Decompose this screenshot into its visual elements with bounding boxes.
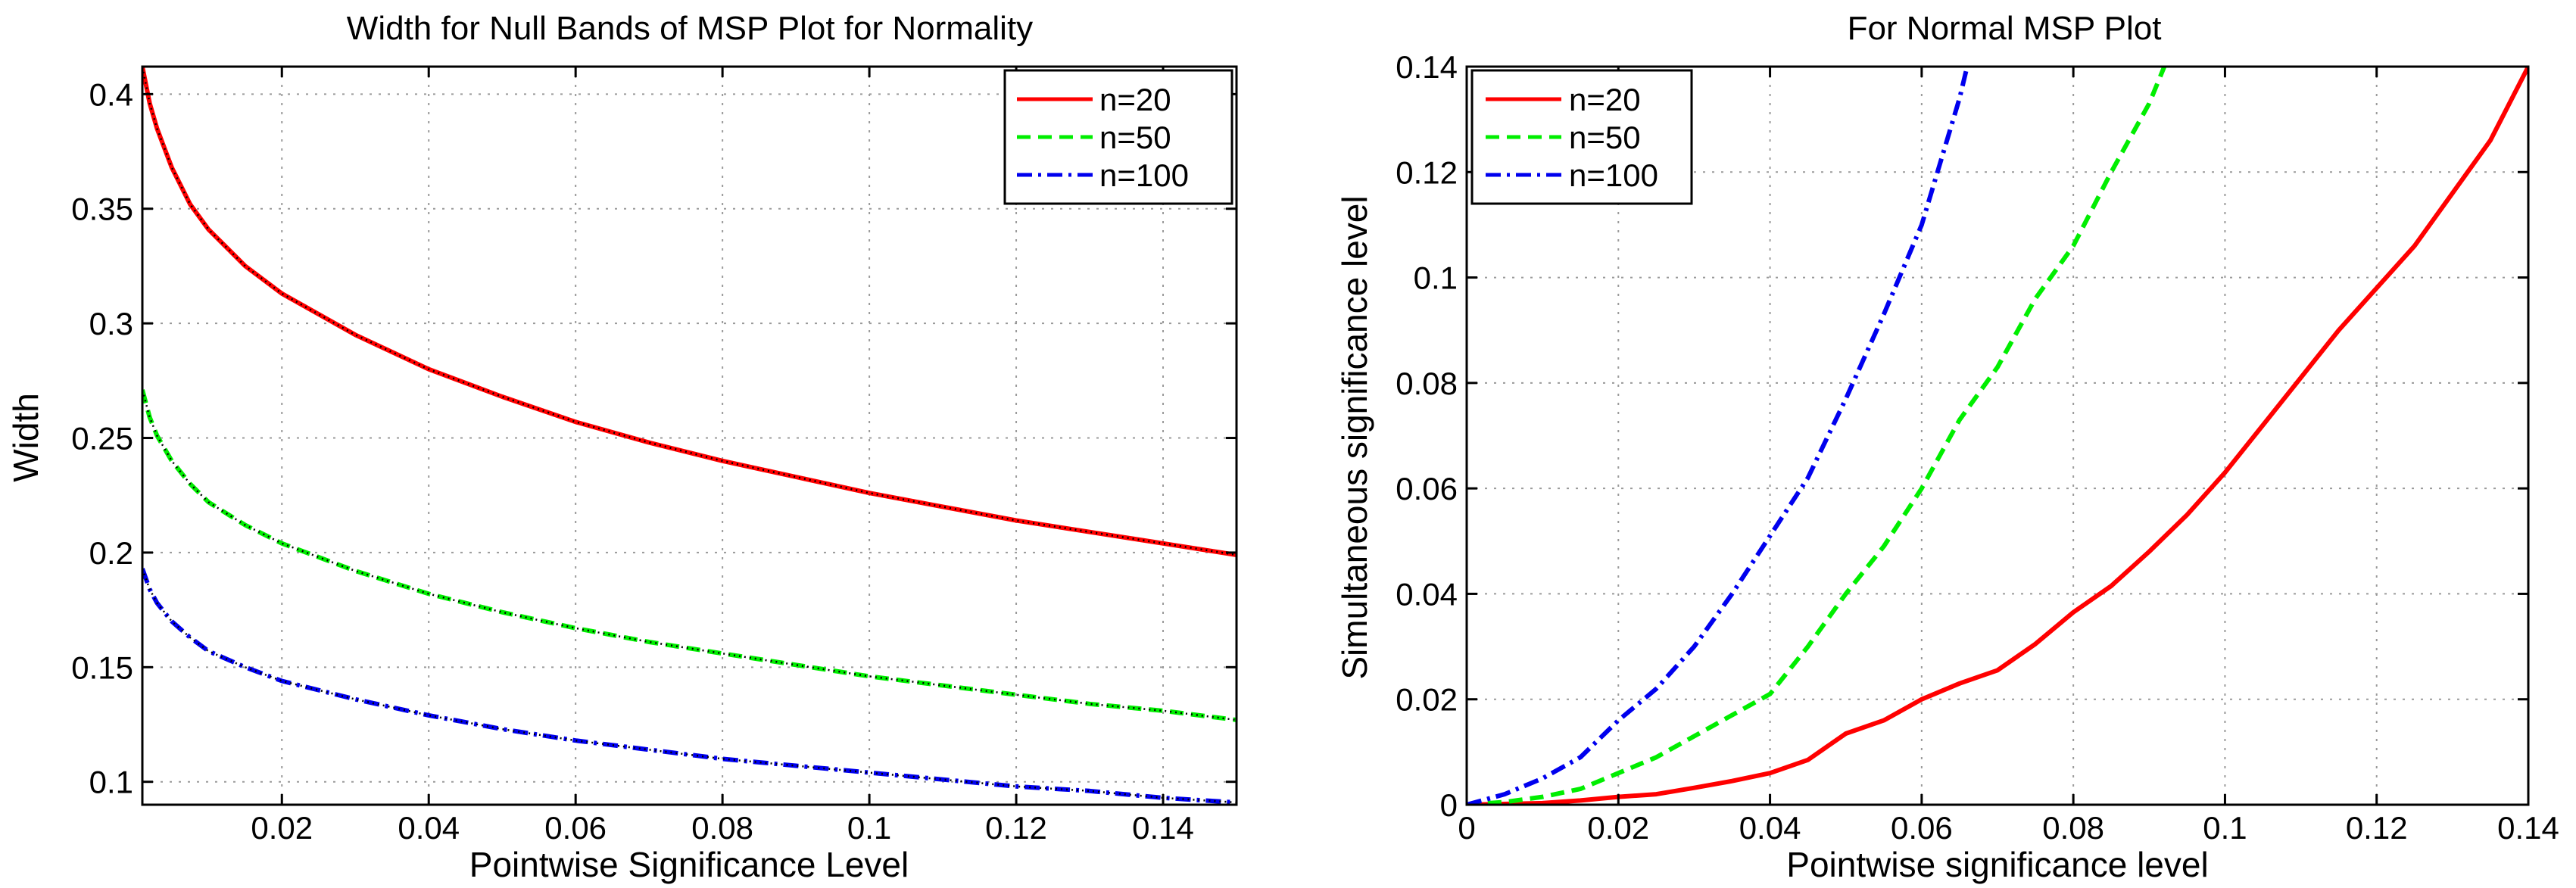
chart-left-xlabel: Pointwise Significance Level [469, 845, 909, 884]
chart-left-grid [142, 67, 1237, 805]
chart-left-ylabel: Width [6, 393, 45, 482]
chart-left-legend-label-n100: n=100 [1099, 157, 1189, 193]
chart-left-series-overlay-n100 [142, 568, 1237, 804]
chart-right-legend-box [1470, 69, 1693, 205]
chart-right-ytick-label: 0.1 [1414, 260, 1458, 296]
chart-left: Width for Null Bands of MSP Plot for Nor… [6, 10, 1238, 884]
chart-right-xticks: 0 0.02 0.04 0.06 0.08 0.1 0.12 0.14 [1458, 67, 2559, 846]
chart-right-xtick-label: 0.04 [1739, 810, 1801, 846]
chart-right-xtick-label: 0.1 [2203, 810, 2247, 846]
chart-left-xtick-label: 0.08 [691, 810, 753, 846]
chart-right-ytick-label: 0.02 [1396, 682, 1458, 718]
chart-right-xtick-label: 0.08 [2042, 810, 2104, 846]
chart-left-ytick-label: 0.4 [89, 76, 133, 112]
chart-right-axes-box [1465, 65, 2530, 806]
chart-right-legend-label-n100: n=100 [1569, 157, 1658, 193]
chart-right-xtick-label: 0.12 [2346, 810, 2408, 846]
chart-right-plot-clip [1467, 67, 2528, 805]
chart-left-ytick-label: 0.1 [89, 765, 133, 800]
chart-left-series-overlay-n20 [142, 67, 1237, 556]
chart-left-plot-clip [142, 67, 1237, 805]
chart-left-ytick-label: 0.3 [89, 306, 133, 341]
chart-left-xtick-label: 0.12 [985, 810, 1047, 846]
chart-left-axes-box [141, 65, 1238, 806]
chart-left-series-overlay-n50 [142, 389, 1237, 721]
chart-left-xticks: 0.02 0.04 0.06 0.08 0.1 0.12 0.14 [251, 67, 1194, 846]
chart-right-series-line-n20 [1467, 67, 2528, 805]
chart-right-xtick-label: 0.02 [1587, 810, 1649, 846]
chart-left-xtick-label: 0.06 [544, 810, 607, 846]
chart-right-ytick-label: 0.04 [1396, 576, 1458, 612]
chart-left-legend-label-n50: n=50 [1099, 120, 1171, 155]
chart-left-yticks: 0.1 0.15 0.2 0.25 0.3 0.35 0.4 [71, 76, 1237, 800]
chart-right-title: For Normal MSP Plot [1848, 10, 2162, 47]
chart-left-ytick-label: 0.25 [71, 421, 133, 456]
chart-right-yticks: 0 0.02 0.04 0.06 0.08 0.1 0.12 0.14 [1396, 49, 2528, 823]
chart-right-legend: n=20 n=50 n=100 [1470, 69, 1693, 205]
chart-left-xtick-label: 0.04 [398, 810, 460, 846]
chart-right-xtick-label: 0 [1458, 810, 1475, 846]
chart-right-legend-label-n50: n=50 [1569, 120, 1641, 155]
chart-right-xtick-label: 0.06 [1891, 810, 1953, 846]
chart-right-ytick-label: 0 [1440, 787, 1458, 823]
chart-right-xlabel: Pointwise significance level [1786, 845, 2208, 884]
chart-right-ytick-label: 0.06 [1396, 471, 1458, 506]
chart-right-ytick-label: 0.12 [1396, 154, 1458, 190]
chart-right-ytick-label: 0.08 [1396, 366, 1458, 401]
chart-right-ylabel: Simultaneous significance level [1335, 195, 1374, 679]
chart-right-series-line-n50 [1467, 67, 2167, 805]
chart-left-ytick-label: 0.2 [89, 535, 133, 571]
chart-left-legend: n=20 n=50 n=100 [1003, 69, 1233, 205]
chart-left-xtick-label: 0.1 [847, 810, 891, 846]
chart-right-ytick-label: 0.14 [1396, 49, 1458, 85]
chart-left-title: Width for Null Bands of MSP Plot for Nor… [347, 10, 1033, 47]
chart-left-xtick-label: 0.02 [251, 810, 313, 846]
chart-left-ytick-label: 0.15 [71, 650, 133, 685]
chart-right-legend-label-n20: n=20 [1569, 82, 1641, 117]
chart-right-xtick-label: 0.14 [2497, 810, 2559, 846]
chart-left-ytick-label: 0.35 [71, 192, 133, 227]
chart-left-xtick-label: 0.14 [1132, 810, 1194, 846]
chart-right: For Normal MSP Plot 0 0.02 0.04 0.06 0.08 0.1… [1335, 10, 2559, 884]
chart-right-series-line-n100 [1467, 67, 1969, 805]
chart-left-legend-label-n20: n=20 [1099, 82, 1171, 117]
